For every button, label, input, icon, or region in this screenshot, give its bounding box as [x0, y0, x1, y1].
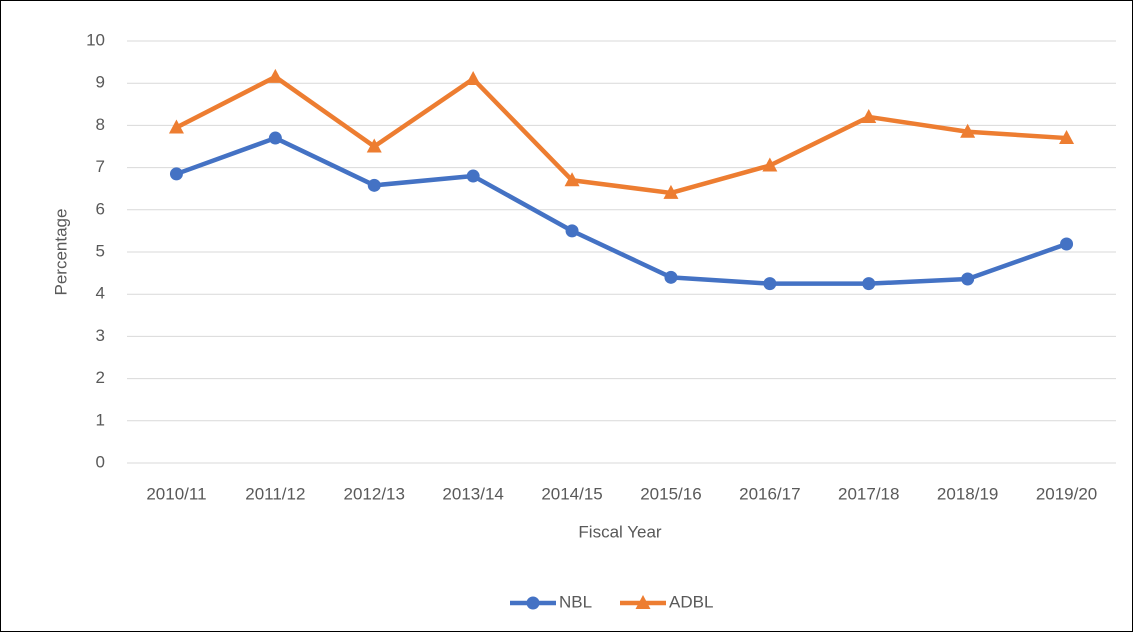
y-tick-label: 1	[96, 410, 105, 429]
x-axis-label: Fiscal Year	[578, 522, 661, 541]
x-tick-label: 2011/12	[245, 484, 305, 503]
y-tick-label: 5	[96, 241, 105, 260]
x-tick-label: 2010/11	[146, 484, 206, 503]
x-tick-label: 2013/14	[442, 484, 503, 503]
marker	[1059, 130, 1075, 145]
marker	[267, 68, 283, 83]
x-tick-label: 2014/15	[541, 484, 602, 503]
y-tick-label: 7	[96, 157, 105, 176]
legend-marker	[526, 596, 540, 610]
marker	[663, 184, 679, 199]
y-tick-label: 0	[96, 452, 105, 471]
y-tick-label: 10	[86, 30, 105, 49]
y-tick-label: 6	[96, 199, 105, 218]
x-tick-label: 2019/20	[1036, 484, 1097, 503]
y-axis-label: Percentage	[51, 209, 70, 296]
marker	[465, 70, 481, 85]
x-tick-label: 2015/16	[640, 484, 701, 503]
marker	[861, 108, 877, 123]
y-tick-label: 8	[96, 115, 105, 134]
legend-label: NBL	[559, 592, 592, 611]
y-tick-label: 2	[96, 368, 105, 387]
series-line	[174, 135, 1069, 286]
marker	[763, 277, 777, 291]
y-tick-label: 4	[96, 284, 105, 303]
series-line	[174, 74, 1069, 196]
marker	[664, 270, 678, 284]
marker	[466, 169, 480, 183]
x-tick-label: 2017/18	[838, 484, 899, 503]
marker	[862, 277, 876, 291]
marker	[564, 172, 580, 187]
legend-label: ADBL	[669, 592, 713, 611]
marker	[168, 119, 184, 134]
marker	[367, 178, 381, 192]
marker	[960, 123, 976, 138]
marker	[961, 272, 975, 286]
x-tick-label: 2012/13	[344, 484, 405, 503]
marker	[1060, 237, 1074, 251]
marker	[565, 224, 579, 238]
legend-marker	[635, 595, 651, 609]
x-tick-label: 2016/17	[739, 484, 800, 503]
y-tick-label: 9	[96, 73, 105, 92]
marker	[268, 131, 282, 145]
marker	[169, 167, 183, 181]
x-tick-label: 2018/19	[937, 484, 998, 503]
marker	[366, 138, 382, 153]
y-tick-label: 3	[96, 326, 105, 345]
marker	[762, 157, 778, 172]
